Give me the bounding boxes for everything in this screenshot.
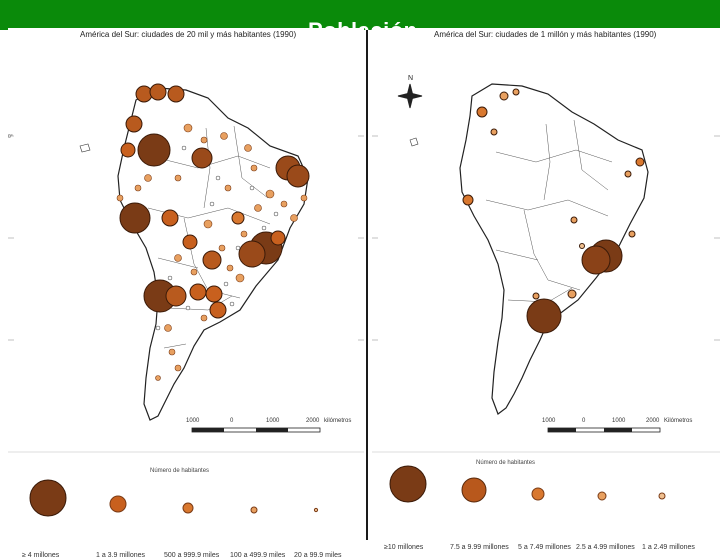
city-marker — [161, 209, 179, 227]
legend-symbol — [182, 502, 194, 514]
city-markers — [119, 83, 310, 319]
legend-title: Número de habitantes — [476, 460, 536, 466]
legend-symbol — [658, 492, 666, 500]
scale-bar — [191, 427, 321, 433]
city-marker — [125, 115, 143, 133]
scale-label: 0 — [582, 418, 586, 424]
north-label: N — [408, 75, 413, 82]
legend-symbol — [597, 491, 607, 501]
north-arrow — [397, 83, 423, 109]
legend-label: 20 a 99.9 miles — [294, 552, 342, 559]
city-marker — [581, 245, 611, 275]
city-marker — [490, 128, 498, 136]
scale-label: 1000 — [186, 418, 200, 424]
legend-symbol — [461, 477, 487, 503]
legend-label: 2.5 a 4.99 millones — [576, 544, 635, 551]
city-marker — [202, 250, 222, 270]
city-marker — [624, 170, 632, 178]
legend-label: 5 a 7.49 millones — [518, 544, 571, 551]
legend-label: 1 a 2.49 millones — [642, 544, 695, 551]
legend-label: 100 a 499.9 miles — [230, 552, 286, 559]
scale-label: 2000 — [646, 418, 660, 424]
legend-label: 1 a 3.9 millones — [96, 552, 146, 559]
scale-label: 1000 — [542, 418, 556, 424]
city-marker — [189, 283, 207, 301]
legend-symbol — [250, 506, 258, 514]
city-marker — [532, 292, 540, 300]
city-marker — [191, 147, 213, 169]
city-marker — [512, 88, 520, 96]
scale-label: 0 — [230, 418, 234, 424]
city-marker — [579, 243, 585, 249]
left-map-title: América del Sur: ciudades de 20 mil y má… — [80, 30, 297, 39]
panel-divider — [366, 30, 368, 540]
city-marker — [570, 216, 578, 224]
city-marker — [182, 234, 198, 250]
lat-tick-label: 0° — [8, 134, 13, 140]
right-map-panel: América del Sur: ciudades de 1 millón y … — [372, 28, 720, 551]
left-legend-symbols — [29, 479, 319, 517]
title-bar — [0, 0, 720, 30]
city-markers — [462, 88, 645, 334]
scale-label: kilómetros — [324, 418, 352, 424]
city-marker — [119, 202, 151, 234]
city-marker — [635, 157, 645, 167]
city-marker — [165, 285, 187, 307]
city-marker — [209, 301, 227, 319]
right-map: N — [372, 75, 720, 453]
legend-title: Número de habitantes — [150, 468, 210, 474]
city-marker — [567, 289, 577, 299]
legend-label: ≥10 millones — [384, 544, 424, 551]
city-marker — [120, 142, 136, 158]
small-city-markers — [116, 123, 308, 381]
left-map-panel: América del Sur: ciudades de 20 mil y má… — [8, 28, 364, 559]
city-marker — [462, 194, 474, 206]
legend-symbol — [531, 487, 545, 501]
city-marker — [137, 133, 171, 167]
south-america-outline — [459, 83, 649, 415]
city-marker — [149, 83, 167, 101]
legend-label: 500 a 999.9 miles — [164, 552, 220, 559]
right-legend-symbols — [389, 465, 666, 503]
legend-symbol — [29, 479, 67, 517]
city-marker — [286, 164, 310, 188]
legend-label: 7.5 a 9.99 millones — [450, 544, 509, 551]
scale-label: Kilómetros — [664, 418, 693, 424]
left-map — [8, 83, 364, 453]
right-map-title: América del Sur: ciudades de 1 millón y … — [434, 30, 657, 39]
scale-label: 1000 — [266, 418, 280, 424]
city-marker — [167, 85, 185, 103]
city-marker — [231, 211, 245, 225]
scale-label: 2000 — [306, 418, 320, 424]
legend-label: ≥ 4 millones — [22, 552, 60, 559]
city-marker — [270, 230, 286, 246]
city-marker — [238, 240, 266, 268]
legend-symbol — [109, 495, 127, 513]
scale-label: 1000 — [612, 418, 626, 424]
legend-symbol — [313, 507, 319, 513]
scale-bar — [547, 427, 661, 433]
city-marker — [499, 91, 509, 101]
city-marker — [205, 285, 223, 303]
city-marker — [526, 298, 562, 334]
legend-symbol — [389, 465, 427, 503]
city-marker — [476, 106, 488, 118]
city-marker — [135, 85, 153, 103]
city-marker — [628, 230, 636, 238]
